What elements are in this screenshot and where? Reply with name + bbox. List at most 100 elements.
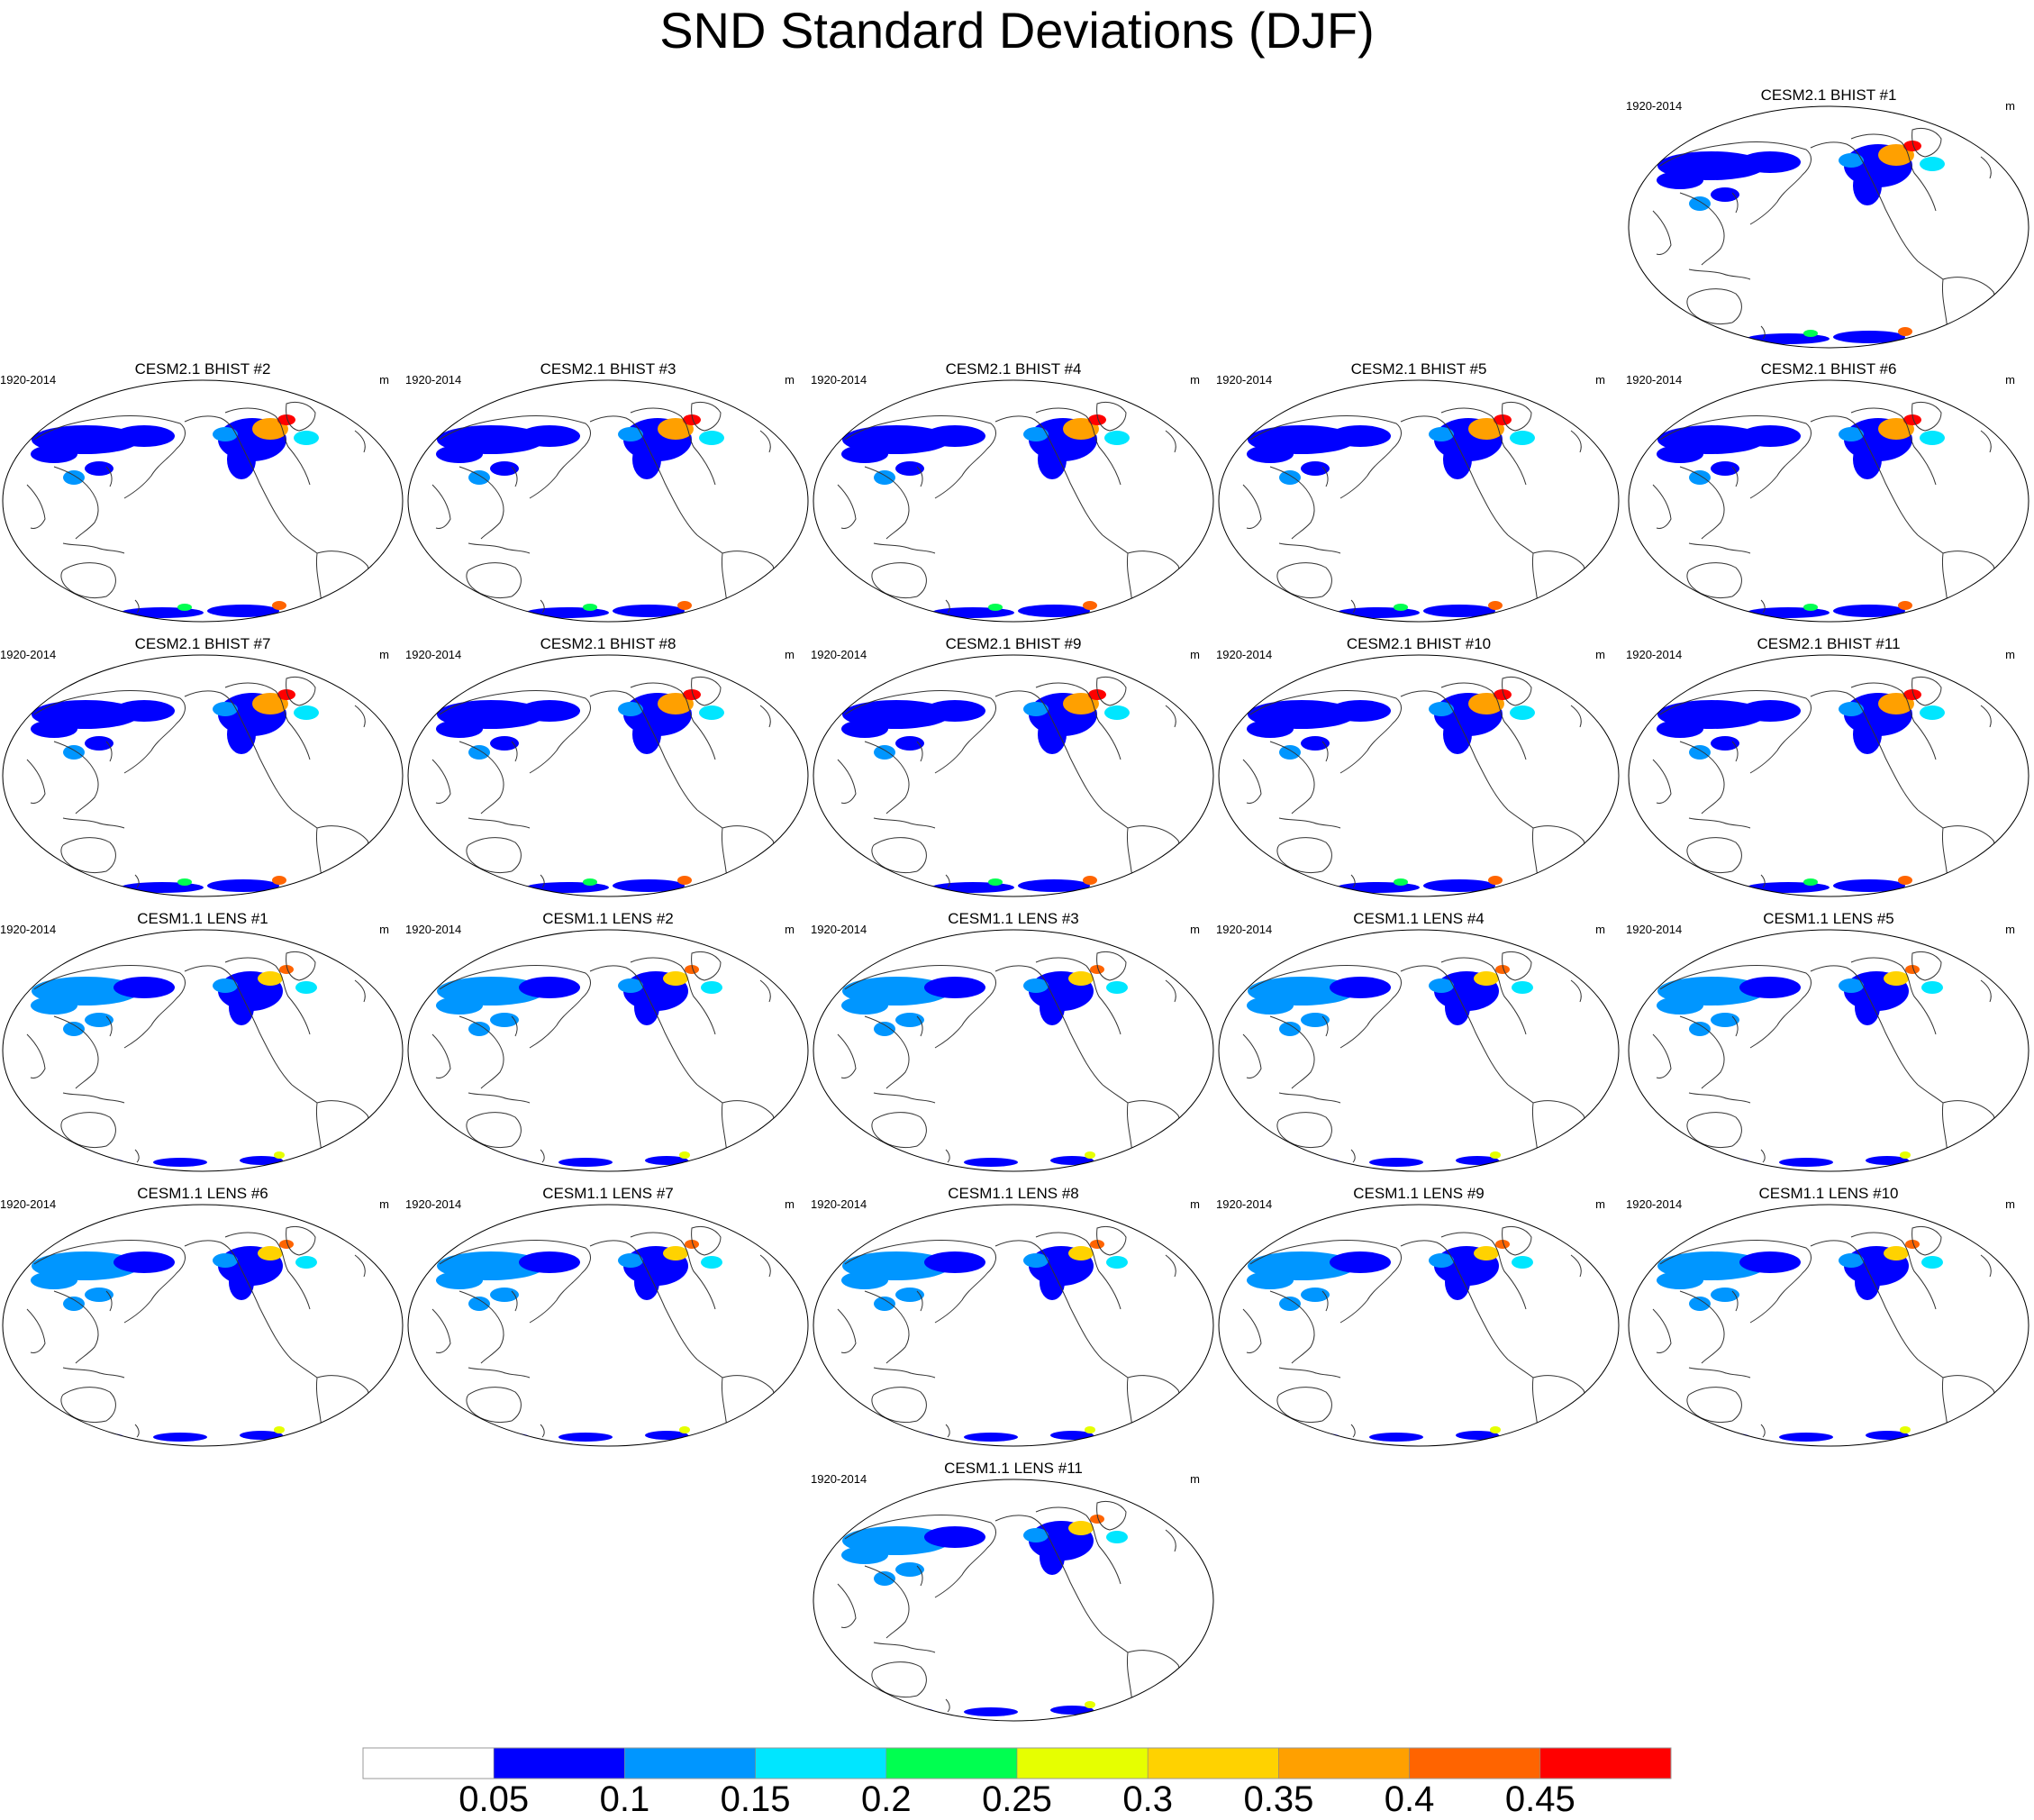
snow-depth-patch [1429, 1253, 1454, 1268]
panel-period: 1920-2014 [1216, 923, 1273, 936]
coastline [33, 690, 186, 774]
snow-depth-patch [436, 1271, 483, 1289]
snow-depth-patch [924, 1526, 985, 1548]
coastline [1942, 551, 1996, 622]
panel-units: m [785, 923, 795, 936]
panel-units: m [785, 373, 795, 387]
coastline [62, 542, 125, 554]
snow-depth-patch [252, 693, 288, 714]
colorbar-outline [362, 1747, 1672, 1779]
snow-depth-patch [207, 605, 279, 617]
snow-depth-patch [1920, 157, 1945, 171]
snow-depth-patch [1279, 745, 1301, 760]
coastline [1688, 1092, 1751, 1104]
coastline [224, 957, 311, 1035]
panel-period: 1920-2014 [0, 923, 57, 936]
map-panel: CESM1.1 LENS #3 1920-2014 m [811, 910, 1216, 1180]
coastline [1532, 825, 1586, 896]
map-panel: CESM1.1 LENS #4 1920-2014 m [1216, 910, 1621, 1180]
snow-depth-patch [272, 601, 286, 610]
coastline [1242, 484, 1262, 529]
snow-depth-patch [490, 736, 519, 751]
snow-depth-patch [677, 876, 692, 885]
snow-depth-patch [295, 981, 317, 994]
coastline [871, 562, 927, 599]
coastline [871, 1387, 927, 1424]
coastline [1035, 682, 1121, 760]
coastline [1570, 705, 1582, 728]
coastline [1980, 1254, 1992, 1278]
coastline [837, 759, 857, 804]
map-panel: CESM2.1 BHIST #3 1920-2014 m [405, 360, 811, 631]
world-map [2, 379, 404, 623]
coastline [722, 825, 776, 896]
coastline [1917, 1359, 1944, 1379]
snow-depth-patch [558, 1433, 613, 1442]
coastline [1942, 1375, 1996, 1446]
snow-depth-patch [1018, 605, 1090, 617]
snow-depth-patch [1279, 470, 1301, 485]
map-panel: CESM2.1 BHIST #10 1920-2014 m [1216, 635, 1621, 905]
snow-depth-patch [1040, 989, 1065, 1025]
colorbar-tick-label: 0.2 [861, 1779, 912, 1819]
coastline [26, 484, 46, 529]
snow-depth-patch [114, 977, 175, 998]
snow-depth-patch [1711, 736, 1739, 751]
snow-depth-patch [1330, 425, 1391, 447]
coastline [1278, 1367, 1341, 1379]
snow-depth-patch [1090, 965, 1104, 974]
coastline [354, 430, 366, 453]
snow-depth-patch [1839, 1253, 1864, 1268]
coastline [316, 1375, 370, 1446]
panel-title: CESM1.1 LENS #9 [1353, 1185, 1485, 1202]
snow-depth-patch [1739, 977, 1801, 998]
coastline [459, 1290, 504, 1364]
coastline [224, 407, 311, 486]
snow-depth-patch [1691, 332, 1705, 339]
coastline [1321, 741, 1329, 762]
coastline [26, 759, 46, 804]
coastline [1850, 682, 1937, 760]
snow-depth-patch [1495, 1240, 1510, 1249]
panel-title: CESM1.1 LENS #1 [137, 910, 268, 927]
snow-depth-patch [1106, 981, 1128, 994]
snow-depth-patch [1104, 431, 1130, 445]
snow-depth-patch [583, 604, 597, 611]
coastline [1679, 466, 1725, 540]
snow-depth-patch [685, 965, 699, 974]
snow-depth-patch [519, 700, 580, 722]
map-boundary [813, 1204, 1214, 1447]
coastline [844, 965, 996, 1049]
coastline [1350, 1424, 1356, 1438]
snow-depth-patch [841, 445, 888, 463]
map-panel: CESM1.1 LENS #10 1920-2014 m [1626, 1185, 2031, 1455]
snow-depth-patch [1739, 151, 1801, 173]
snow-depth-patch [519, 977, 580, 998]
snow-depth-patch [683, 689, 701, 700]
snow-depth-patch [470, 605, 485, 613]
snow-depth-patch [1657, 1271, 1703, 1289]
coastline [1035, 1232, 1121, 1310]
coastline [1127, 825, 1181, 896]
coastline [459, 466, 504, 540]
coastline [1688, 1367, 1751, 1379]
map-boundary [1628, 929, 2029, 1172]
coastline [540, 599, 545, 614]
snow-depth-patch [1884, 1246, 1909, 1260]
panel-units: m [1595, 1197, 1605, 1211]
snow-depth-patch [618, 427, 643, 441]
coastline [1102, 1359, 1129, 1379]
panel-title: CESM1.1 LENS #11 [944, 1460, 1083, 1477]
snow-depth-patch [634, 1264, 659, 1300]
panel-period: 1920-2014 [811, 1472, 867, 1486]
map-panel: CESM1.1 LENS #8 1920-2014 m [811, 1185, 1216, 1455]
coastline [1278, 817, 1341, 829]
panel-title: CESM2.1 BHIST #6 [1760, 360, 1897, 378]
coastline [1102, 809, 1129, 829]
colorbar-tick-label: 0.35 [1243, 1779, 1313, 1819]
coastline [1760, 1149, 1766, 1163]
coastline [1278, 1092, 1341, 1104]
coastline [62, 817, 125, 829]
snow-depth-patch [213, 1253, 238, 1268]
coastline [105, 741, 113, 762]
